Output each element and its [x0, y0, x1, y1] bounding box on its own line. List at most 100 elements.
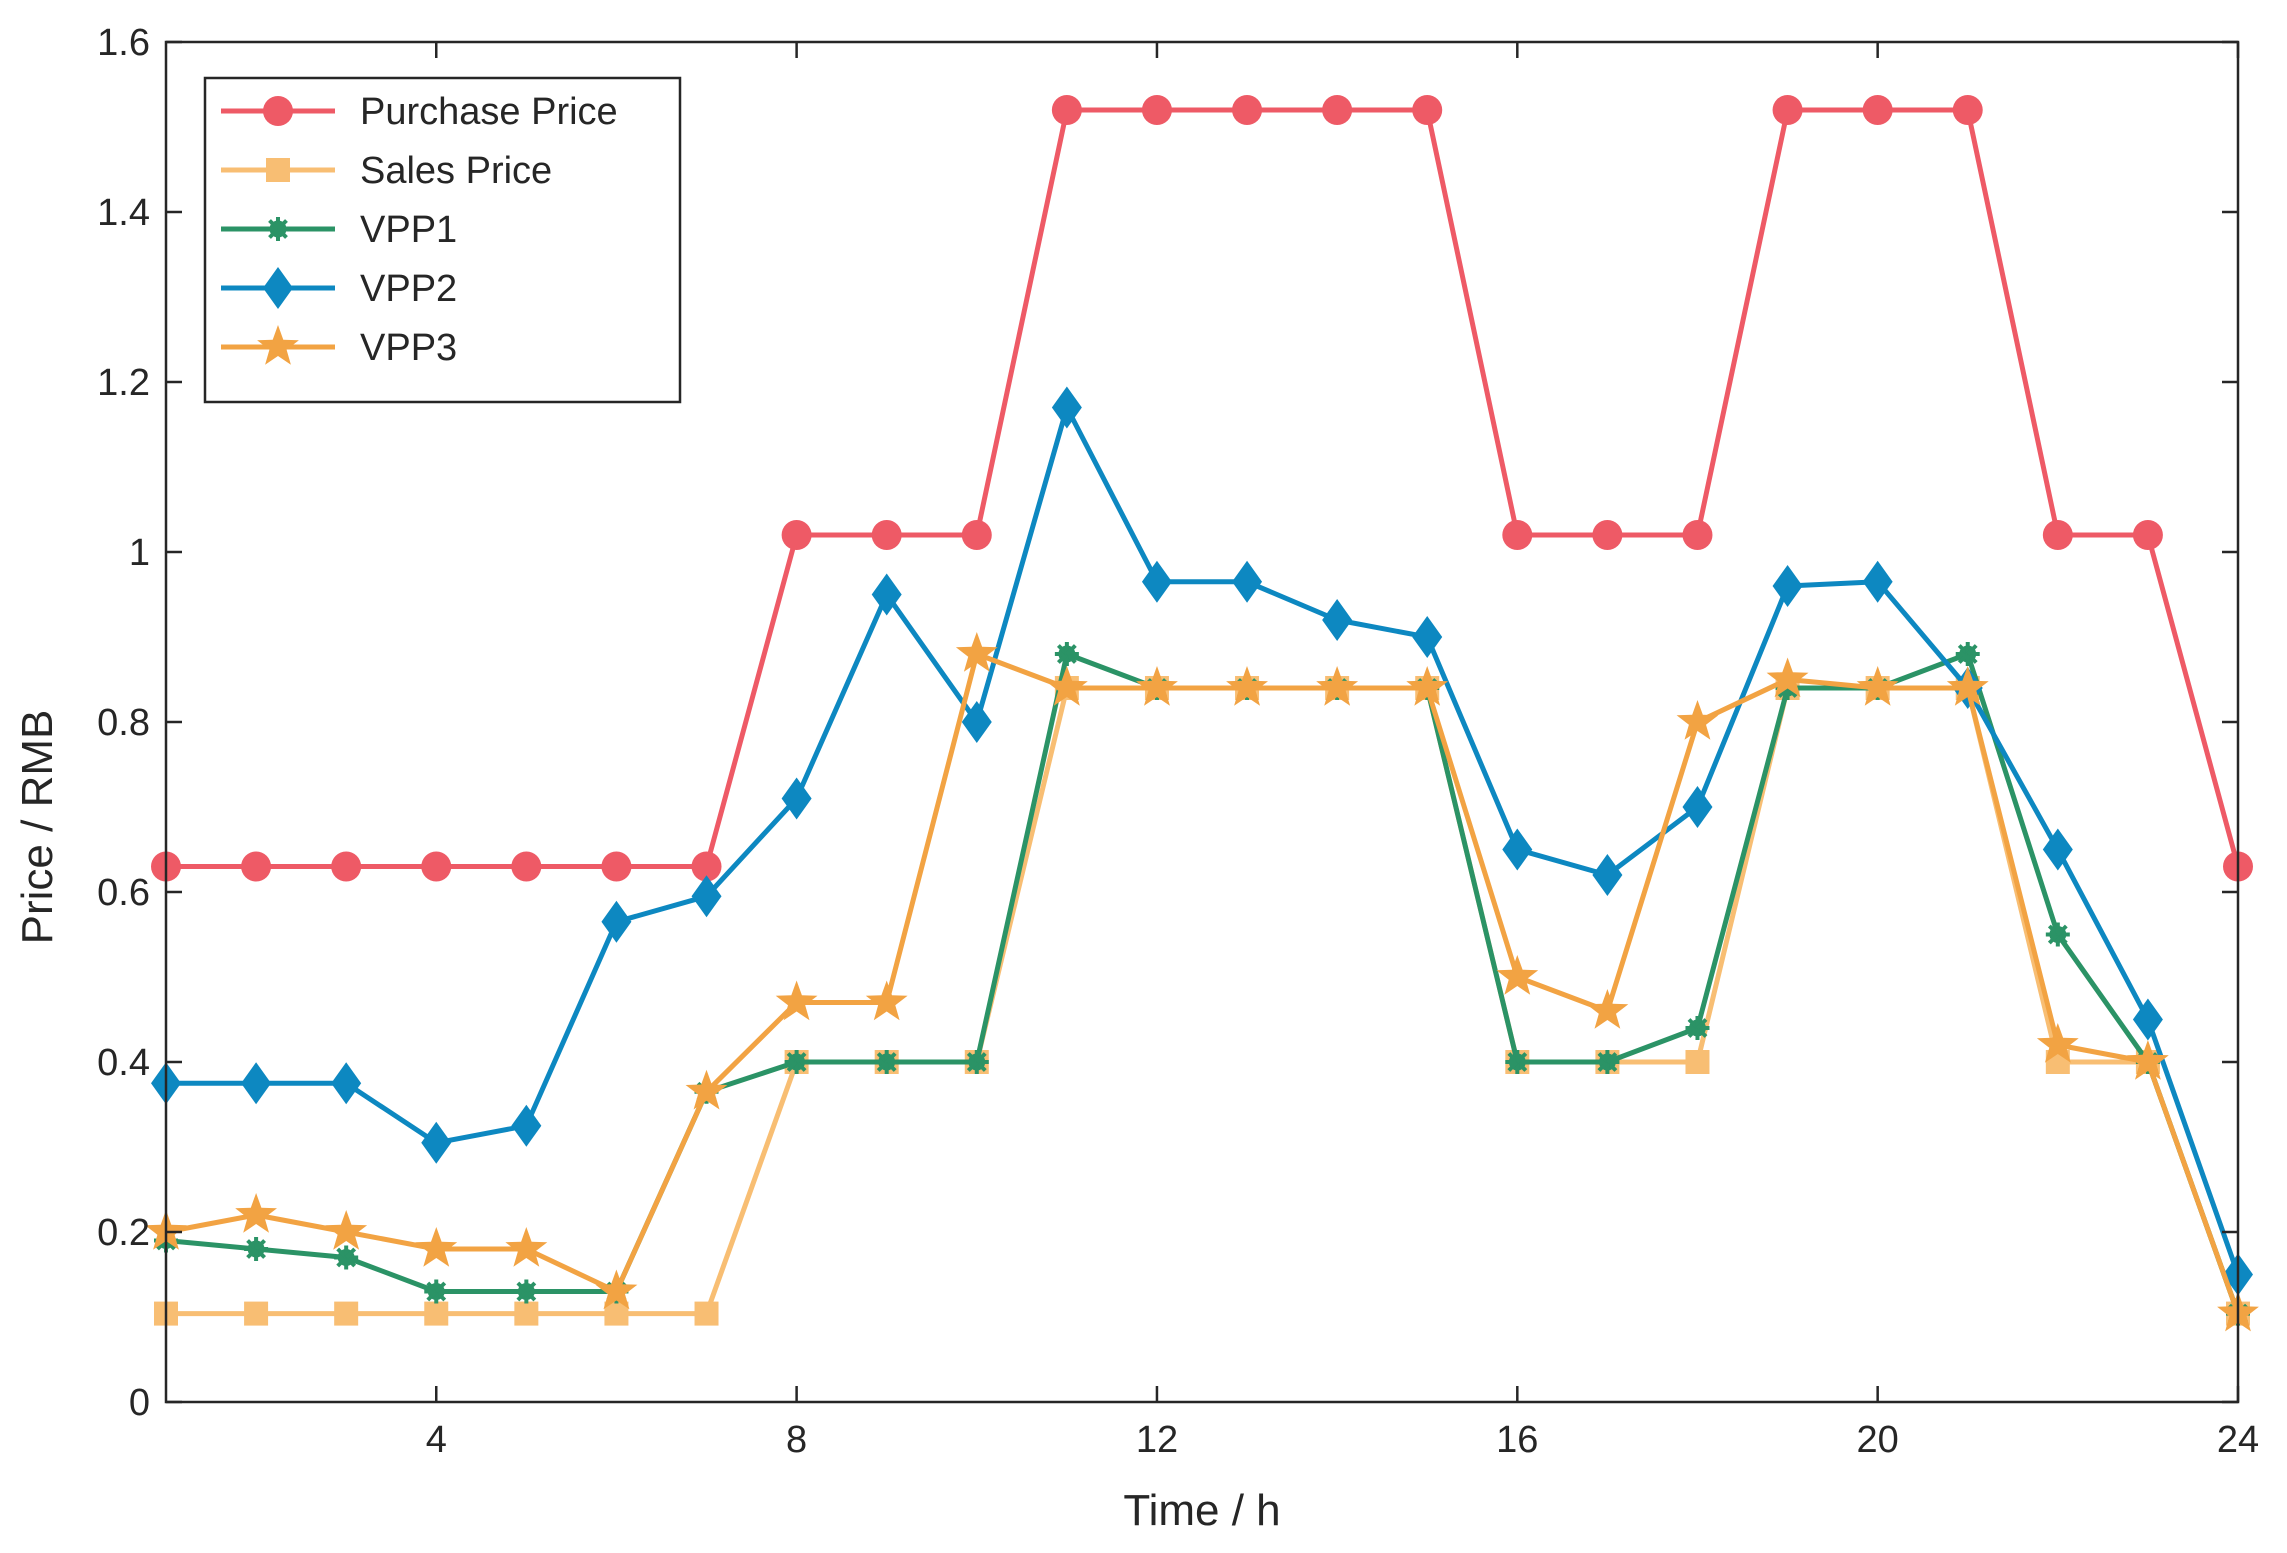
data-point — [1502, 520, 1533, 550]
y-tick-label: 1.4 — [97, 192, 150, 234]
data-point — [1322, 599, 1353, 641]
x-tick-label: 24 — [2217, 1419, 2259, 1461]
legend-marker — [263, 267, 293, 309]
y-tick-label: 0.2 — [97, 1212, 150, 1254]
data-point — [871, 573, 902, 616]
y-tick-label: 0.8 — [97, 702, 150, 744]
series-vpp2 — [151, 386, 2253, 1296]
data-point — [1316, 666, 1359, 706]
legend-marker — [266, 158, 290, 182]
data-point — [961, 520, 992, 550]
series-line — [166, 405, 2241, 1276]
data-point — [505, 1227, 548, 1267]
y-axis-label: Price / RMB — [13, 710, 62, 945]
data-point — [1682, 520, 1713, 550]
legend-marker — [257, 325, 299, 365]
legend-item: VPP2 — [221, 267, 457, 310]
data-point — [1412, 616, 1443, 658]
data-point — [1595, 1050, 1620, 1074]
data-point — [874, 1050, 899, 1074]
data-point — [1772, 95, 1803, 125]
data-point — [1406, 666, 1449, 706]
data-point — [694, 1301, 719, 1326]
data-point — [235, 1193, 277, 1233]
x-tick-label: 4 — [426, 1419, 447, 1461]
data-point — [2042, 520, 2073, 550]
data-point — [1141, 95, 1172, 125]
data-point — [421, 851, 452, 882]
data-point — [1051, 386, 1082, 429]
x-tick-label: 8 — [786, 1419, 807, 1461]
x-tick-label: 16 — [1496, 1419, 1538, 1461]
data-point — [961, 701, 992, 743]
series-line — [166, 107, 2241, 869]
data-point — [1592, 854, 1623, 896]
data-point — [514, 1279, 539, 1304]
data-point — [1232, 560, 1263, 603]
series-purchase-price — [151, 95, 2253, 882]
legend-label: VPP3 — [360, 327, 457, 369]
data-point — [1136, 666, 1178, 706]
legend-item: Purchase Price — [221, 91, 618, 133]
data-point — [784, 1050, 809, 1074]
data-point — [514, 1301, 539, 1326]
legend-label: VPP2 — [360, 268, 457, 310]
y-tick-label: 1.6 — [97, 22, 150, 64]
plot-area — [145, 95, 2259, 1332]
data-point — [1685, 1050, 1710, 1074]
data-point — [1502, 828, 1533, 871]
data-point — [1232, 95, 1263, 125]
y-tick-label: 0 — [129, 1382, 150, 1424]
data-point — [1856, 666, 1899, 706]
legend-item: VPP1 — [221, 209, 457, 251]
data-point — [871, 520, 902, 550]
data-point — [1952, 95, 1983, 125]
data-point — [1051, 95, 1082, 125]
data-point — [601, 900, 632, 943]
y-tick-label: 0.4 — [97, 1042, 150, 1084]
data-point — [1054, 642, 1079, 666]
legend-item: VPP3 — [221, 325, 457, 369]
y-tick-label: 1 — [129, 532, 150, 574]
data-point — [1676, 700, 1719, 740]
data-point — [691, 875, 722, 918]
y-tick-label: 0.6 — [97, 872, 150, 914]
data-point — [775, 980, 818, 1021]
data-point — [241, 851, 272, 882]
data-point — [2132, 520, 2163, 550]
data-point — [2127, 1040, 2169, 1080]
axes: 4 8 12 16 20 24 0 0.2 0.4 0.6 0.8 1 1.2 1.4 1.6 — [97, 22, 2259, 1461]
data-point — [2045, 922, 2070, 947]
legend-label: VPP1 — [360, 209, 457, 251]
data-point — [955, 632, 998, 672]
legend-marker — [263, 96, 293, 126]
data-point — [511, 851, 542, 882]
data-point — [1682, 786, 1713, 828]
legend-item: Sales Price — [221, 150, 552, 192]
legend-marker — [266, 217, 290, 241]
data-point — [1586, 989, 1629, 1029]
data-point — [1322, 95, 1353, 125]
data-point — [1505, 1050, 1530, 1074]
legend-label: Sales Price — [360, 150, 552, 192]
data-point — [511, 1104, 542, 1147]
data-point — [1946, 666, 1989, 706]
data-point — [334, 1245, 359, 1270]
data-point — [1685, 1016, 1710, 1040]
data-point — [331, 1062, 362, 1105]
data-point — [1862, 95, 1893, 125]
data-point — [1226, 666, 1268, 706]
data-point — [244, 1301, 269, 1326]
data-point — [424, 1279, 449, 1304]
data-point — [601, 851, 632, 882]
series-line — [165, 651, 2241, 1315]
data-point — [691, 851, 722, 882]
data-point — [1412, 95, 1443, 125]
data-point — [595, 1269, 638, 1310]
data-point — [1955, 642, 1980, 666]
data-point — [1862, 560, 1893, 603]
legend-label: Purchase Price — [360, 91, 618, 133]
data-point — [334, 1301, 359, 1326]
data-point — [325, 1210, 368, 1250]
